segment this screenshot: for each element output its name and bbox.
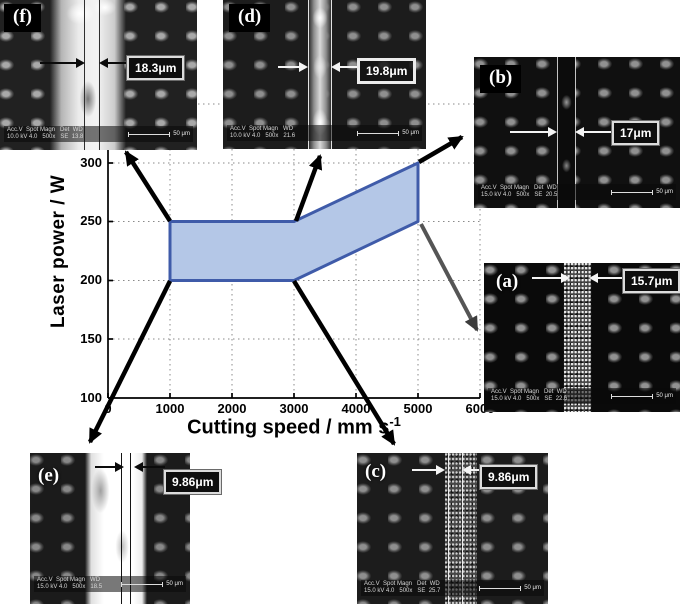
sem-info-bar: Acc.V Spot Magn Det WD 15.0 kV 4.0 500x S…	[361, 580, 544, 596]
process-window-band	[168, 161, 420, 282]
x-tick-5000: 5000	[403, 401, 433, 416]
kerf-edge-line	[591, 263, 592, 412]
scale-bar: 50 μm	[611, 189, 673, 195]
kerf-width-callout-d: 19.8μm	[357, 58, 417, 84]
x-tick-0: 0	[104, 401, 112, 416]
scale-bar-label: 50 μm	[524, 585, 541, 591]
x-tick-3000: 3000	[279, 401, 309, 416]
kerf-edge-line	[121, 453, 122, 604]
panel-label-e: (e)	[38, 465, 60, 486]
measure-arrow-left-icon	[471, 469, 480, 471]
sem-meta-text: Acc.V Spot Magn Det WD 15.0 kV 4.0 500x S…	[491, 389, 568, 402]
sem-meta-text: Acc.V Spot Magn Det WD 15.0 kV 4.0 500x S…	[364, 581, 441, 594]
x-tick-1000: 1000	[155, 401, 185, 416]
kerf-edge-line	[130, 453, 131, 604]
sem-meta-text: Acc.V Spot Magn WD 15.0 kV 4.0 500x 18.5	[37, 577, 103, 590]
kerf-width-callout-a: 15.7μm	[623, 269, 680, 293]
scale-bar: 50 μm	[128, 131, 190, 137]
laser-cut-kerf	[558, 57, 575, 208]
x-tick-2000: 2000	[217, 401, 247, 416]
sem-info-bar: Acc.V Spot Magn Det WD 15.0 kV 4.0 500x S…	[488, 388, 676, 404]
sem-info-bar: Acc.V Spot Magn Det WD 15.0 kV 4.0 500x S…	[478, 184, 676, 200]
kerf-edge-line	[99, 0, 100, 150]
measure-arrow-right-icon	[40, 62, 76, 64]
scale-bar-label: 50 μm	[402, 130, 419, 136]
sem-meta-text: Acc.V Spot Magn WD 10.0 kV 4.0 500x 21.6	[230, 126, 296, 139]
measure-arrow-left-icon	[598, 277, 623, 279]
measure-arrow-right-icon	[412, 469, 436, 471]
sem-image-c: (c) 9.86μm Acc.V Spot Magn Det WD 15.0 kV…	[357, 453, 548, 604]
scale-bar-label: 50 μm	[656, 189, 673, 195]
sem-image-f: (f) 18.3μm Acc.V Spot Magn Det WD 10.0 kV…	[0, 0, 197, 150]
scale-bar: 50 μm	[357, 130, 419, 136]
y-tick-150: 150	[80, 331, 102, 346]
kerf-width-callout-e: 9.86μm	[164, 470, 222, 494]
measure-arrow-right-icon	[278, 66, 299, 68]
kerf-edge-line	[462, 453, 463, 604]
sem-image-d: (d) 19.8μm Acc.V Spot Magn WD 10.0 kV 4.0…	[223, 0, 426, 149]
laser-cut-kerf	[308, 0, 332, 149]
x-axis-title-base: Cutting speed / mm s	[187, 416, 390, 439]
measure-arrow-right-icon	[510, 131, 548, 133]
scale-bar-label: 50 μm	[656, 393, 673, 399]
y-tick-200: 200	[80, 272, 102, 287]
sem-info-bar: Acc.V Spot Magn WD 10.0 kV 4.0 500x 21.6 …	[227, 125, 422, 141]
scale-bar-label: 50 μm	[173, 131, 190, 137]
panel-label-a: (a)	[496, 271, 519, 292]
kerf-edge-line	[563, 263, 564, 412]
measure-arrow-left-icon	[108, 62, 127, 64]
sem-meta-text: Acc.V Spot Magn Det WD 10.0 kV 4.0 500x S…	[7, 127, 84, 140]
scale-bar-line	[611, 189, 654, 195]
scale-bar: 50 μm	[121, 581, 183, 587]
panel-label-f: (f)	[4, 4, 41, 32]
sem-info-bar: Acc.V Spot Magn WD 15.0 kV 4.0 500x 18.5 …	[34, 576, 186, 592]
scale-bar-line	[479, 585, 522, 591]
measure-arrow-left-icon	[584, 131, 612, 133]
scale-bar: 50 μm	[611, 393, 673, 399]
measure-arrow-left-icon	[340, 66, 357, 68]
sem-meta-text: Acc.V Spot Magn Det WD 15.0 kV 4.0 500x S…	[481, 185, 558, 198]
panel-label-d: (d)	[229, 4, 271, 32]
x-tick-4000: 4000	[341, 401, 371, 416]
scale-bar-line	[121, 581, 164, 587]
scale-bar-line	[357, 130, 400, 136]
sem-image-b: (b) 17μm Acc.V Spot Magn Det WD 15.0 kV 4…	[474, 57, 680, 208]
scale-bar-label: 50 μm	[166, 581, 183, 587]
sem-info-bar: Acc.V Spot Magn Det WD 10.0 kV 4.0 500x S…	[4, 126, 193, 142]
measure-arrow-left-icon	[143, 466, 165, 468]
kerf-edge-line	[557, 57, 558, 208]
kerf-edge-line	[331, 0, 332, 149]
sem-image-a: (a) 15.7μm Acc.V Spot Magn Det WD 15.0 kV…	[484, 263, 680, 412]
laser-cut-kerf	[445, 453, 477, 604]
x-axis-title: Cutting speed / mm s-1	[108, 414, 480, 440]
kerf-width-callout-b: 17μm	[612, 121, 660, 145]
kerf-width-callout-f: 18.3μm	[127, 56, 185, 80]
laser-cut-kerf	[50, 0, 126, 150]
y-tick-300: 300	[80, 155, 102, 170]
kerf-edge-line	[84, 0, 85, 150]
panel-label-b: (b)	[480, 65, 522, 93]
kerf-edge-line	[308, 0, 309, 149]
measure-arrow-right-icon	[532, 277, 561, 279]
panel-label-c: (c)	[365, 461, 387, 482]
kerf-width-callout-c: 9.86μm	[480, 465, 538, 489]
laser-cut-kerf	[564, 263, 591, 412]
x-axis-title-sup: -1	[389, 414, 401, 429]
kerf-edge-line	[448, 453, 449, 604]
scale-bar-line	[128, 131, 171, 137]
scale-bar: 50 μm	[479, 585, 541, 591]
y-tick-250: 250	[80, 213, 102, 228]
measure-arrow-right-icon	[95, 466, 115, 468]
scale-bar-line	[611, 393, 654, 399]
sem-image-e: (e) 9.86μm Acc.V Spot Magn WD 15.0 kV 4.0…	[30, 453, 222, 604]
